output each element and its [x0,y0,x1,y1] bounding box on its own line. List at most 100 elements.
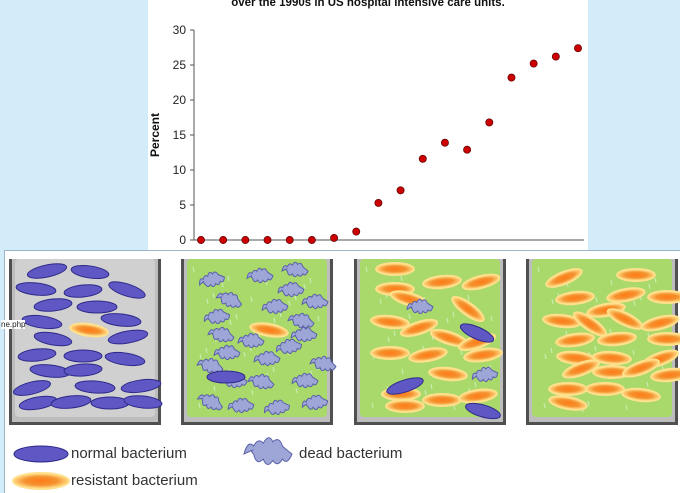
resistant-bacterium [606,287,646,303]
antibiotic-speck [594,345,597,352]
normal-bacterium [465,402,501,420]
antibiotic-speck [365,266,368,273]
antibiotic-speck [401,368,404,375]
resistant-bacterium [548,395,588,411]
dead-bacterium [301,293,329,310]
resistant-bacterium [597,331,637,347]
antibiotic-speck [550,347,553,354]
antibiotic-speck [309,277,312,284]
normal-bacterium [120,378,162,394]
dead-bacterium [277,281,305,298]
antibiotic-speck [192,266,195,273]
dead-bacterium [301,394,329,411]
antibiotic-speck [227,275,230,282]
dead-bacterium [196,394,223,411]
normal-bacterium [123,395,163,409]
data-point [485,118,494,127]
antibiotic-speck [654,277,657,284]
diagram-panel: normal bacterium dead bacterium resistan… [4,250,680,493]
antibiotic-speck [543,402,546,409]
dead-bacterium [471,366,499,383]
resistant-bacterium [408,347,448,363]
data-point [574,44,582,53]
resistant-bacterium [375,262,415,276]
data-point [529,59,538,68]
dead-bacterium [264,399,291,416]
dead-bacterium [281,261,309,278]
antibiotic-speck [206,298,209,305]
resistant-bacterium [385,399,425,413]
data-point [396,186,405,195]
y-tick-label: 20 [173,93,187,107]
y-tick-label: 25 [173,58,187,72]
antibiotic-speck [393,330,396,337]
normal-bacterium [33,298,73,312]
dead-bacterium [406,298,434,315]
resistant-bacterium [451,295,485,323]
resistant-bacterium [592,365,632,379]
antibiotic-speck [288,300,291,307]
y-tick-label: 5 [179,198,186,212]
resistant-bacterium [429,328,469,348]
normal-bacterium [76,300,118,314]
resistant-bacterium [622,358,660,378]
resistant-bacterium [555,290,595,306]
data-point [197,236,205,244]
normal-bacterium [74,380,116,394]
antibiotic-speck [273,317,276,324]
data-point [463,145,472,154]
data-point [418,154,427,163]
normal-bacterium [459,323,495,343]
normal-bacterium [13,380,51,396]
antibiotic-speck [648,283,651,290]
resistant-bacterium [370,346,410,360]
antibiotic-speck [646,381,649,388]
normal-bacterium [107,329,149,345]
antibiotic-speck [408,313,411,320]
legend-dead-label: dead bacterium [299,445,403,462]
normal-bacterium [63,363,103,377]
antibiotic-speck [229,319,232,326]
antibiotic-speck [587,400,590,407]
normal-bacterium [104,351,146,367]
resistant-bacterium [428,366,468,382]
resistant-bacterium [249,322,289,338]
dead-bacterium [203,308,231,325]
data-point [330,233,339,242]
resistant-bacterium [616,268,656,282]
side-text: ne.php [1,320,26,329]
antibiotic-speck [199,353,202,360]
dead-bacterium [196,357,224,374]
normal-bacterium [90,396,130,410]
antibiotic-speck [205,347,208,354]
antibiotic-speck [430,383,433,390]
normal-bacterium [70,264,110,280]
normal-bacterium [108,281,146,299]
data-point [307,236,316,244]
y-tick-label: 0 [179,233,186,247]
normal-bacterium [26,263,68,279]
y-tick-label: 30 [173,23,187,37]
dead-bacterium [247,373,275,390]
normal-bacterium [17,348,57,362]
normal-bacterium [63,284,103,298]
dead-bacterium [309,355,337,372]
normal-bacterium [21,314,63,330]
resistant-bacterium [548,382,588,396]
antibiotic-speck [317,315,320,322]
normal-bacterium [13,445,69,463]
normal-bacterium [33,331,73,347]
data-point [241,236,250,244]
resistant-bacterium [647,332,680,346]
normal-bacterium [50,395,92,409]
resistant-bacterium [542,313,582,329]
dead-bacterium [227,397,255,414]
dead-bacterium [213,344,241,361]
resistant-bacterium [621,387,661,403]
antibiotic-speck [303,283,306,290]
antibiotic-speck [452,311,455,318]
chart-title: over the 1990s in US hospital intensive … [231,0,505,9]
resistant-bacterium [572,311,608,337]
resistant-bacterium [592,350,632,366]
resistant-bacterium [463,347,503,363]
